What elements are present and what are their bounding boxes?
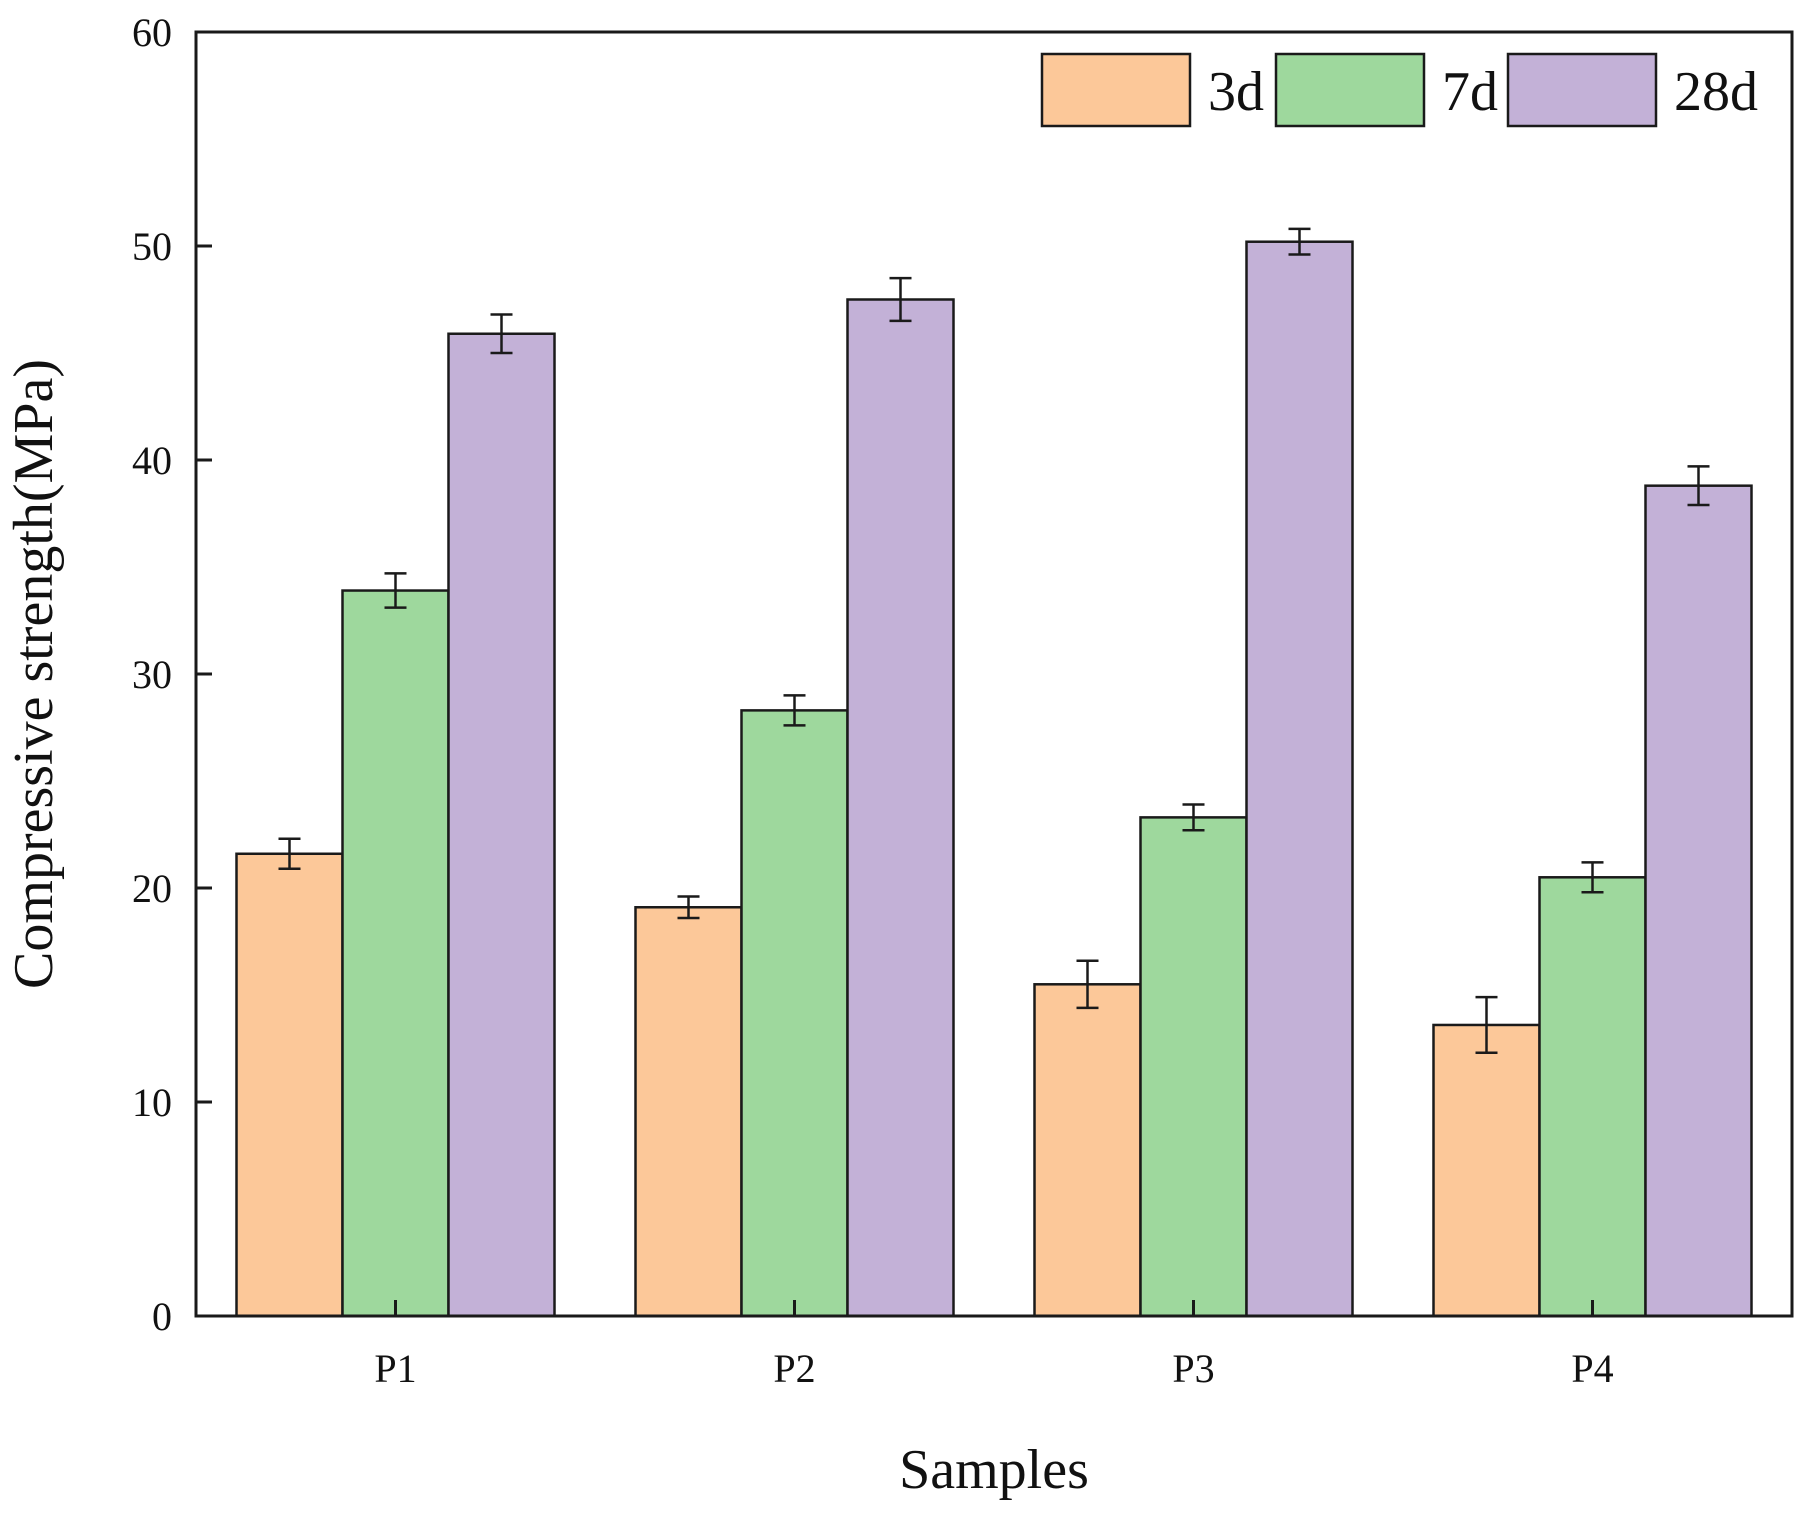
y-tick-label: 60 <box>132 10 172 55</box>
error-bars-layer <box>278 227 1710 1055</box>
bar-p4-3d <box>1432 1023 1541 1318</box>
y-tick-label: 10 <box>132 1080 172 1125</box>
y-tick-label: 40 <box>132 438 172 483</box>
bar-p1-3d <box>235 852 344 1318</box>
error-bar-p3-7d <box>1182 803 1205 832</box>
x-tick-label-p2: P2 <box>773 1346 815 1391</box>
error-bar-p3-28d <box>1288 227 1311 256</box>
bars-layer <box>235 240 1753 1318</box>
legend-swatch-3d <box>1040 52 1192 128</box>
bar-p2-7d <box>740 709 849 1318</box>
error-bar-p4-28d <box>1687 465 1710 507</box>
error-bar-p2-28d <box>889 276 912 323</box>
x-tick-label-p3: P3 <box>1172 1346 1214 1391</box>
y-tick-label: 0 <box>152 1294 172 1339</box>
x-tick-label-p4: P4 <box>1571 1346 1613 1391</box>
bar-p3-28d <box>1245 240 1354 1318</box>
y-tick-label: 50 <box>132 224 172 269</box>
error-bar-p1-3d <box>278 837 301 870</box>
legend: 3d 7d 28d <box>1040 52 1758 128</box>
error-bar-p4-7d <box>1581 861 1604 894</box>
legend-item-28d: 28d <box>1506 52 1758 128</box>
y-axis-title: Compressive strength(MPa) <box>3 359 65 989</box>
error-bar-p2-7d <box>783 694 806 727</box>
bar-p1-28d <box>447 332 556 1318</box>
error-bar-p1-7d <box>384 572 407 609</box>
bar-p4-28d <box>1644 484 1753 1318</box>
legend-label-7d: 7d <box>1442 61 1498 123</box>
y-tick-label: 20 <box>132 866 172 911</box>
error-bar-p4-3d <box>1475 995 1498 1055</box>
legend-swatch-28d <box>1506 52 1658 128</box>
y-axis: 0 10 20 30 40 50 60 <box>132 10 212 1339</box>
bar-p3-7d <box>1139 816 1248 1318</box>
x-axis: P1 P2 P3 P4 <box>374 1300 1614 1391</box>
x-tick-label-p1: P1 <box>374 1346 416 1391</box>
error-bar-p3-3d <box>1076 959 1099 1010</box>
legend-item-3d: 3d <box>1040 52 1264 128</box>
x-axis-title: Samples <box>899 1439 1089 1501</box>
legend-label-3d: 3d <box>1208 61 1264 123</box>
y-tick-label: 30 <box>132 652 172 697</box>
bar-p1-7d <box>341 589 450 1318</box>
bar-p2-28d <box>846 298 955 1318</box>
legend-item-7d: 7d <box>1274 52 1498 128</box>
error-bar-p2-3d <box>677 895 700 920</box>
legend-swatch-7d <box>1274 52 1426 128</box>
legend-label-28d: 28d <box>1674 61 1758 123</box>
bar-p2-3d <box>634 906 743 1318</box>
bar-p3-3d <box>1033 983 1142 1318</box>
bar-p4-7d <box>1538 876 1647 1318</box>
error-bar-p1-28d <box>490 313 513 355</box>
